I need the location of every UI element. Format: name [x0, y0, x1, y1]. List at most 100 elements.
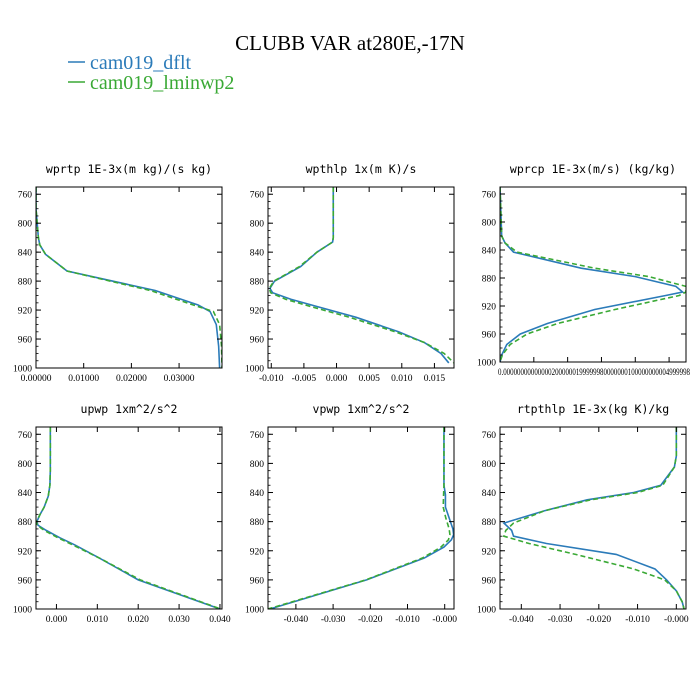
x-tick-label: -0.030	[321, 615, 346, 625]
y-tick-label: 960	[18, 576, 33, 586]
x-tick-label: 0.00000	[21, 374, 52, 384]
panel-6: rtpthlp 1E-3x(kg K)/kg 760 800 840 880 920 960…	[477, 402, 689, 625]
panel-title: wpthlp 1x(m K)/s	[306, 162, 417, 176]
plot-frame	[499, 186, 687, 363]
x-tick-label: -0.010	[259, 374, 284, 384]
y-tick-label: 760	[250, 191, 265, 201]
panel-4: upwp 1xm^2/s^2 760 800 840 880 920 960 1000 0.00…	[13, 402, 231, 625]
series-line-lminwp2	[500, 187, 686, 362]
series-line-dflt	[500, 187, 685, 362]
y-tick-label: 1000	[477, 359, 496, 369]
y-tick-label: 920	[482, 547, 497, 557]
y-tick-label: 760	[250, 431, 265, 441]
series-line-dflt	[269, 187, 450, 364]
panel-title: wprtp 1E-3x(m kg)/(s kg)	[46, 162, 212, 176]
y-tick-label: 760	[18, 431, 33, 441]
x-tick-label: 0.010	[391, 374, 413, 384]
x-tick-label: -0.005	[292, 374, 317, 384]
series-line-lminwp2	[36, 187, 222, 368]
y-tick-label: 880	[482, 518, 497, 528]
y-tick-label: 800	[18, 220, 33, 230]
y-tick-label: 880	[250, 518, 265, 528]
y-tick-label: 840	[250, 249, 265, 259]
y-tick-label: 840	[18, 489, 33, 499]
x-tick-label: 0.010	[87, 615, 109, 625]
x-tick-label: -0.000	[432, 615, 457, 625]
y-tick-label: 920	[250, 547, 265, 557]
legend-label-lminwp2: cam019_lminwp2	[90, 72, 234, 94]
y-tick-label: 840	[482, 247, 497, 257]
x-tick-labels-overlapped: 0.00000000000000200000019999998000000010…	[498, 367, 690, 377]
y-tick-label: 800	[18, 460, 33, 470]
y-tick-label: 1000	[477, 606, 496, 616]
figure-title: CLUBB VAR at280E,-17N	[235, 31, 465, 55]
y-tick-label: 840	[250, 489, 265, 499]
y-tick-label: 840	[482, 489, 497, 499]
legend-label-dflt: cam019_dflt	[90, 52, 192, 74]
panel-3: wprcp 1E-3x(m/s) (kg/kg) 760 800 840 880 920 9…	[477, 162, 690, 377]
y-tick-label: 1000	[13, 606, 32, 616]
y-tick-label: 920	[18, 547, 33, 557]
x-tick-label: 0.040	[209, 615, 231, 625]
x-tick-label: 0.000	[46, 615, 68, 625]
plot-frame	[267, 426, 455, 610]
x-tick-label: 0.005	[358, 374, 380, 384]
x-tick-label: -0.030	[548, 615, 573, 625]
x-tick-label: -0.010	[395, 615, 420, 625]
y-tick-label: 800	[250, 460, 265, 470]
panel-grid: wprtp 1E-3x(m kg)/(s kg) 760 800 840 880 920 9…	[13, 162, 690, 625]
y-tick-label: 880	[18, 278, 33, 288]
y-tick-label: 920	[482, 303, 497, 313]
y-tick-label: 840	[18, 249, 33, 259]
x-tick-label: 0.000	[326, 374, 348, 384]
x-tick-label: -0.010	[625, 615, 650, 625]
y-tick-label: 800	[482, 219, 497, 229]
y-tick-label: 960	[482, 576, 497, 586]
y-tick-label: 760	[482, 191, 497, 201]
y-tick-label: 760	[482, 431, 497, 441]
y-tick-label: 960	[250, 336, 265, 346]
x-tick-label: 0.02000	[116, 374, 147, 384]
y-tick-label: 800	[250, 220, 265, 230]
plot-frame	[499, 426, 687, 610]
x-tick-label: -0.000	[664, 615, 689, 625]
y-tick-label: 960	[482, 331, 497, 341]
x-tick-label: 0.030	[168, 615, 190, 625]
series-line-lminwp2	[268, 187, 454, 364]
y-tick-label: 880	[250, 278, 265, 288]
x-tick-label: 0.03000	[164, 374, 195, 384]
plot-frame	[267, 186, 455, 369]
y-tick-label: 800	[482, 460, 497, 470]
y-tick-label: 1000	[245, 365, 264, 375]
panel-title: rtpthlp 1E-3x(kg K)/kg	[517, 402, 669, 416]
x-tick-label: -0.020	[587, 615, 612, 625]
panel-title: upwp 1xm^2/s^2	[81, 402, 178, 416]
series-line-dflt	[36, 187, 221, 368]
series-line-lminwp2	[36, 427, 222, 609]
panel-5: vpwp 1xm^2/s^2 760 800 840 880 920 960 1000 -0.0…	[245, 402, 457, 625]
y-tick-label: 880	[18, 518, 33, 528]
y-tick-label: 960	[250, 576, 265, 586]
plot-frame	[35, 426, 223, 610]
x-tick-label: 0.015	[424, 374, 446, 384]
x-tick-label: -0.040	[509, 615, 534, 625]
series-line-dflt	[36, 427, 221, 609]
y-tick-label: 920	[250, 307, 265, 317]
series-line-lminwp2	[502, 427, 685, 609]
y-tick-label: 1000	[245, 606, 264, 616]
y-tick-label: 960	[18, 336, 33, 346]
panel-title: wprcp 1E-3x(m/s) (kg/kg)	[510, 162, 676, 176]
y-tick-label: 920	[18, 307, 33, 317]
y-tick-label: 760	[18, 191, 33, 201]
plot-frame	[35, 186, 223, 369]
x-tick-label: 0.020	[128, 615, 150, 625]
x-tick-label: -0.020	[358, 615, 383, 625]
panel-1: wprtp 1E-3x(m kg)/(s kg) 760 800 840 880 920 9…	[13, 162, 223, 384]
panel-title: vpwp 1xm^2/s^2	[313, 402, 410, 416]
y-tick-label: 1000	[13, 365, 32, 375]
x-tick-label: 0.01000	[68, 374, 99, 384]
figure-legend: cam019_dflt cam019_lminwp2	[68, 52, 234, 94]
panel-2: wpthlp 1x(m K)/s7608008408809209601000-0…	[245, 162, 455, 384]
